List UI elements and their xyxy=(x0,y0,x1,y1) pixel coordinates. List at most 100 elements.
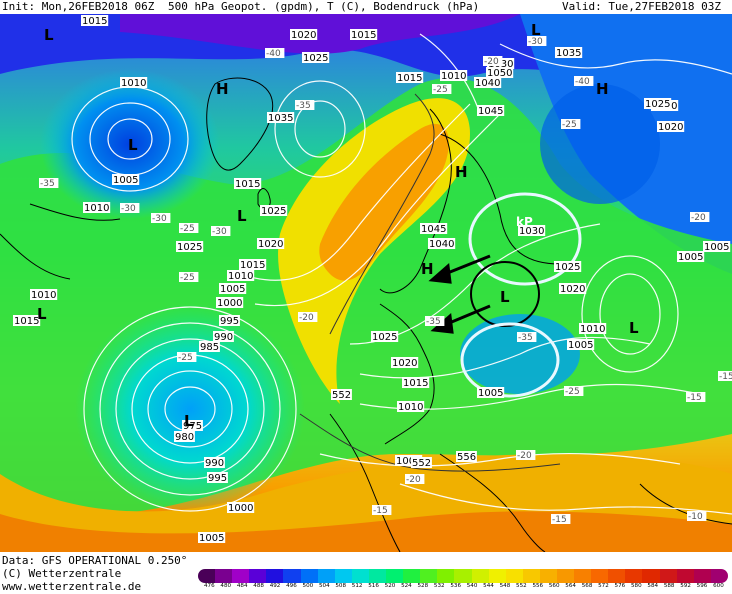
isobar-label-bg xyxy=(30,289,58,300)
colorbar-tick-label: 516 xyxy=(368,583,379,589)
colorbar-segment xyxy=(351,569,369,583)
colorbar-segment xyxy=(334,569,352,583)
atlantic-low-field xyxy=(75,304,305,514)
colorbar-tick-label: 580 xyxy=(630,583,642,589)
valid-time: Valid: Tue,27FEB2018 03Z xyxy=(562,0,721,13)
temperature-label-bg xyxy=(690,212,710,222)
temperature-label-bg xyxy=(151,213,171,223)
isobar-label-bg xyxy=(257,238,285,249)
temperature-label: -20 xyxy=(299,313,314,323)
isobar-label-bg xyxy=(120,77,148,88)
isobar-label: 1050 xyxy=(487,68,512,79)
cold-pool-russia xyxy=(540,84,660,204)
isobar-label-bg xyxy=(440,70,468,81)
temperature-label: -35 xyxy=(426,317,441,327)
isobar-label: 1010 xyxy=(121,78,146,89)
isobar-label-bg xyxy=(216,297,244,308)
temperature-label-bg xyxy=(686,392,706,402)
temperature-label-bg xyxy=(425,316,445,326)
colorbar-tick-label: 568 xyxy=(581,583,593,589)
temperature-label: -20 xyxy=(517,451,532,461)
isobar-label: 1020 xyxy=(560,284,585,295)
colorbar-tick-label: 584 xyxy=(647,583,659,589)
isobar-label-bg xyxy=(428,238,456,249)
low-pressure-center: L xyxy=(184,412,194,430)
isobar-label-bg xyxy=(396,72,424,83)
isobar-label-bg xyxy=(13,315,41,326)
labels-layer: 1015 1020 1015 1025 1035 1010 1030 1035 1020 1005… xyxy=(13,15,732,544)
colorbar-tick-label: 488 xyxy=(253,583,264,589)
temperature-label-bg xyxy=(265,48,285,58)
colorbar-segment xyxy=(249,569,267,583)
colorbar-segment xyxy=(556,569,575,583)
source-url: www.wetterzentrale.de xyxy=(2,580,142,593)
colorbar-segment xyxy=(591,569,609,583)
isobar-label-bg xyxy=(371,331,399,342)
isobar-label-bg xyxy=(411,457,432,468)
isobar-label: 1005 xyxy=(568,340,593,351)
map-header: Init: Mon,26FEB2018 06Z 500 hPa Geopot. … xyxy=(0,0,732,14)
temperature-label: -30 xyxy=(212,227,227,237)
isobar-label-bg xyxy=(677,251,705,262)
high-pressure-center: H xyxy=(421,260,434,278)
isobar-label: 1005 xyxy=(396,456,421,467)
temperature-label-bg xyxy=(483,56,503,66)
temperature-label-bg xyxy=(211,226,231,236)
copyright: (C) Wetterzentrale xyxy=(2,567,122,580)
temperature-label-bg xyxy=(39,178,59,188)
low-pressure-center: L xyxy=(44,26,54,44)
isobar-label-bg xyxy=(474,77,502,88)
colorbar-tick-label: 544 xyxy=(483,583,494,589)
temperature-label: -30 xyxy=(121,204,136,214)
colorbar-tick-label: 532 xyxy=(433,583,445,589)
isobar-label-bg xyxy=(402,377,430,388)
isobar-label: 990 xyxy=(205,458,224,469)
colorbar-tick-label: 508 xyxy=(335,583,347,589)
isobar-label: 1010 xyxy=(441,71,466,82)
temperature-label: -25 xyxy=(433,85,448,95)
temperature-label: -15 xyxy=(552,515,567,525)
isobar-label: 1005 xyxy=(678,252,703,263)
colorbar-labels: 476 480 484 488 492 496 500 504 508 512 516 520 524 5… xyxy=(204,583,724,593)
colorbar-segment xyxy=(317,569,335,583)
colorbar-tick-label: 536 xyxy=(450,583,462,589)
colorbar-segment xyxy=(454,569,472,583)
temperature-label-bg xyxy=(179,272,199,282)
colorbar-tick-label: 524 xyxy=(401,583,412,589)
isobar-label-bg xyxy=(204,457,225,468)
colorbar-tick-label: 520 xyxy=(384,583,396,589)
colorbar-tick-label: 592 xyxy=(680,583,691,589)
init-time: Init: Mon,26FEB2018 06Z xyxy=(2,0,155,13)
temperature-label-bg xyxy=(179,223,199,233)
isobar-label-bg xyxy=(567,339,595,350)
colorbar-segment xyxy=(539,569,557,583)
isobar-label-bg xyxy=(219,315,240,326)
isobar-label-bg xyxy=(302,52,330,63)
colorbar-segment xyxy=(642,569,660,583)
high-pressure-center: H xyxy=(596,80,609,98)
isobar-label-bg xyxy=(518,225,546,236)
isobar-label: 1010 xyxy=(398,402,423,413)
isobar-label-bg xyxy=(579,323,607,334)
arrow-upper-head xyxy=(428,263,452,284)
isobar-label-bg xyxy=(486,67,514,78)
colorbar-segment xyxy=(368,569,387,583)
isobar-label: 1015 xyxy=(351,30,376,41)
colorbar-segment xyxy=(574,569,592,583)
low-circle xyxy=(470,261,540,327)
isobar-label-bg xyxy=(198,532,226,543)
isobar-label: 1035 xyxy=(556,48,581,59)
colorbar-segment xyxy=(608,569,626,583)
low-pressure-center: L xyxy=(128,136,138,154)
isobar-label: 1015 xyxy=(240,260,265,271)
colorbar xyxy=(198,569,728,583)
temperature-label-bg xyxy=(527,36,547,46)
temperature-label: -20 xyxy=(406,475,421,485)
isobar-label: 1015 xyxy=(82,16,107,27)
isobar-label-bg xyxy=(81,15,109,26)
isobar-label-bg xyxy=(112,174,140,185)
low-pressure-center: L xyxy=(629,319,639,337)
isobar-label-bg xyxy=(477,105,505,116)
colorbar-segment xyxy=(437,569,455,583)
isobar-label-bg xyxy=(555,47,583,58)
